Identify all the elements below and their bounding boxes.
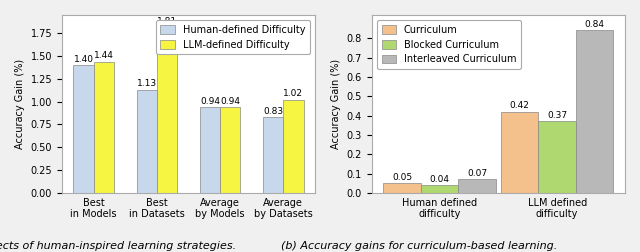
Bar [200,107,220,193]
Text: 1.81: 1.81 [157,17,177,26]
Bar [93,61,114,193]
Y-axis label: Accuracy Gain (%): Accuracy Gain (%) [15,59,25,149]
Y-axis label: Accuracy Gain (%): Accuracy Gain (%) [331,59,341,149]
Text: (b) Accuracy gains for curriculum-based learning.: (b) Accuracy gains for curriculum-based … [281,241,557,251]
Text: 0.37: 0.37 [547,111,567,120]
Bar [157,28,177,193]
Legend: Curriculum, Blocked Curriculum, Interleaved Curriculum: Curriculum, Blocked Curriculum, Interlea… [377,20,521,69]
Text: 0.94: 0.94 [200,97,220,106]
Bar [500,112,538,193]
Text: 0.94: 0.94 [220,97,240,106]
Bar [576,30,614,193]
Text: 0.84: 0.84 [585,20,605,29]
Text: 1.02: 1.02 [284,89,303,99]
Text: 1.13: 1.13 [137,79,157,88]
Text: 0.04: 0.04 [429,175,450,184]
Text: 0.05: 0.05 [392,173,412,182]
Bar [284,100,303,193]
Text: 1.40: 1.40 [74,55,93,64]
Legend: Human-defined Difficulty, LLM-defined Difficulty: Human-defined Difficulty, LLM-defined Di… [156,20,310,54]
Bar [220,107,241,193]
Text: 0.07: 0.07 [467,169,487,178]
Bar [421,185,458,193]
Text: (a) Effects of human-inspired learning strategies.: (a) Effects of human-inspired learning s… [0,241,236,251]
Text: 0.83: 0.83 [263,107,284,116]
Bar [263,117,284,193]
Text: 0.42: 0.42 [509,101,529,110]
Bar [458,179,496,193]
Text: 1.44: 1.44 [94,51,114,60]
Bar [383,183,421,193]
Bar [74,65,93,193]
Bar [538,121,576,193]
Bar [136,90,157,193]
